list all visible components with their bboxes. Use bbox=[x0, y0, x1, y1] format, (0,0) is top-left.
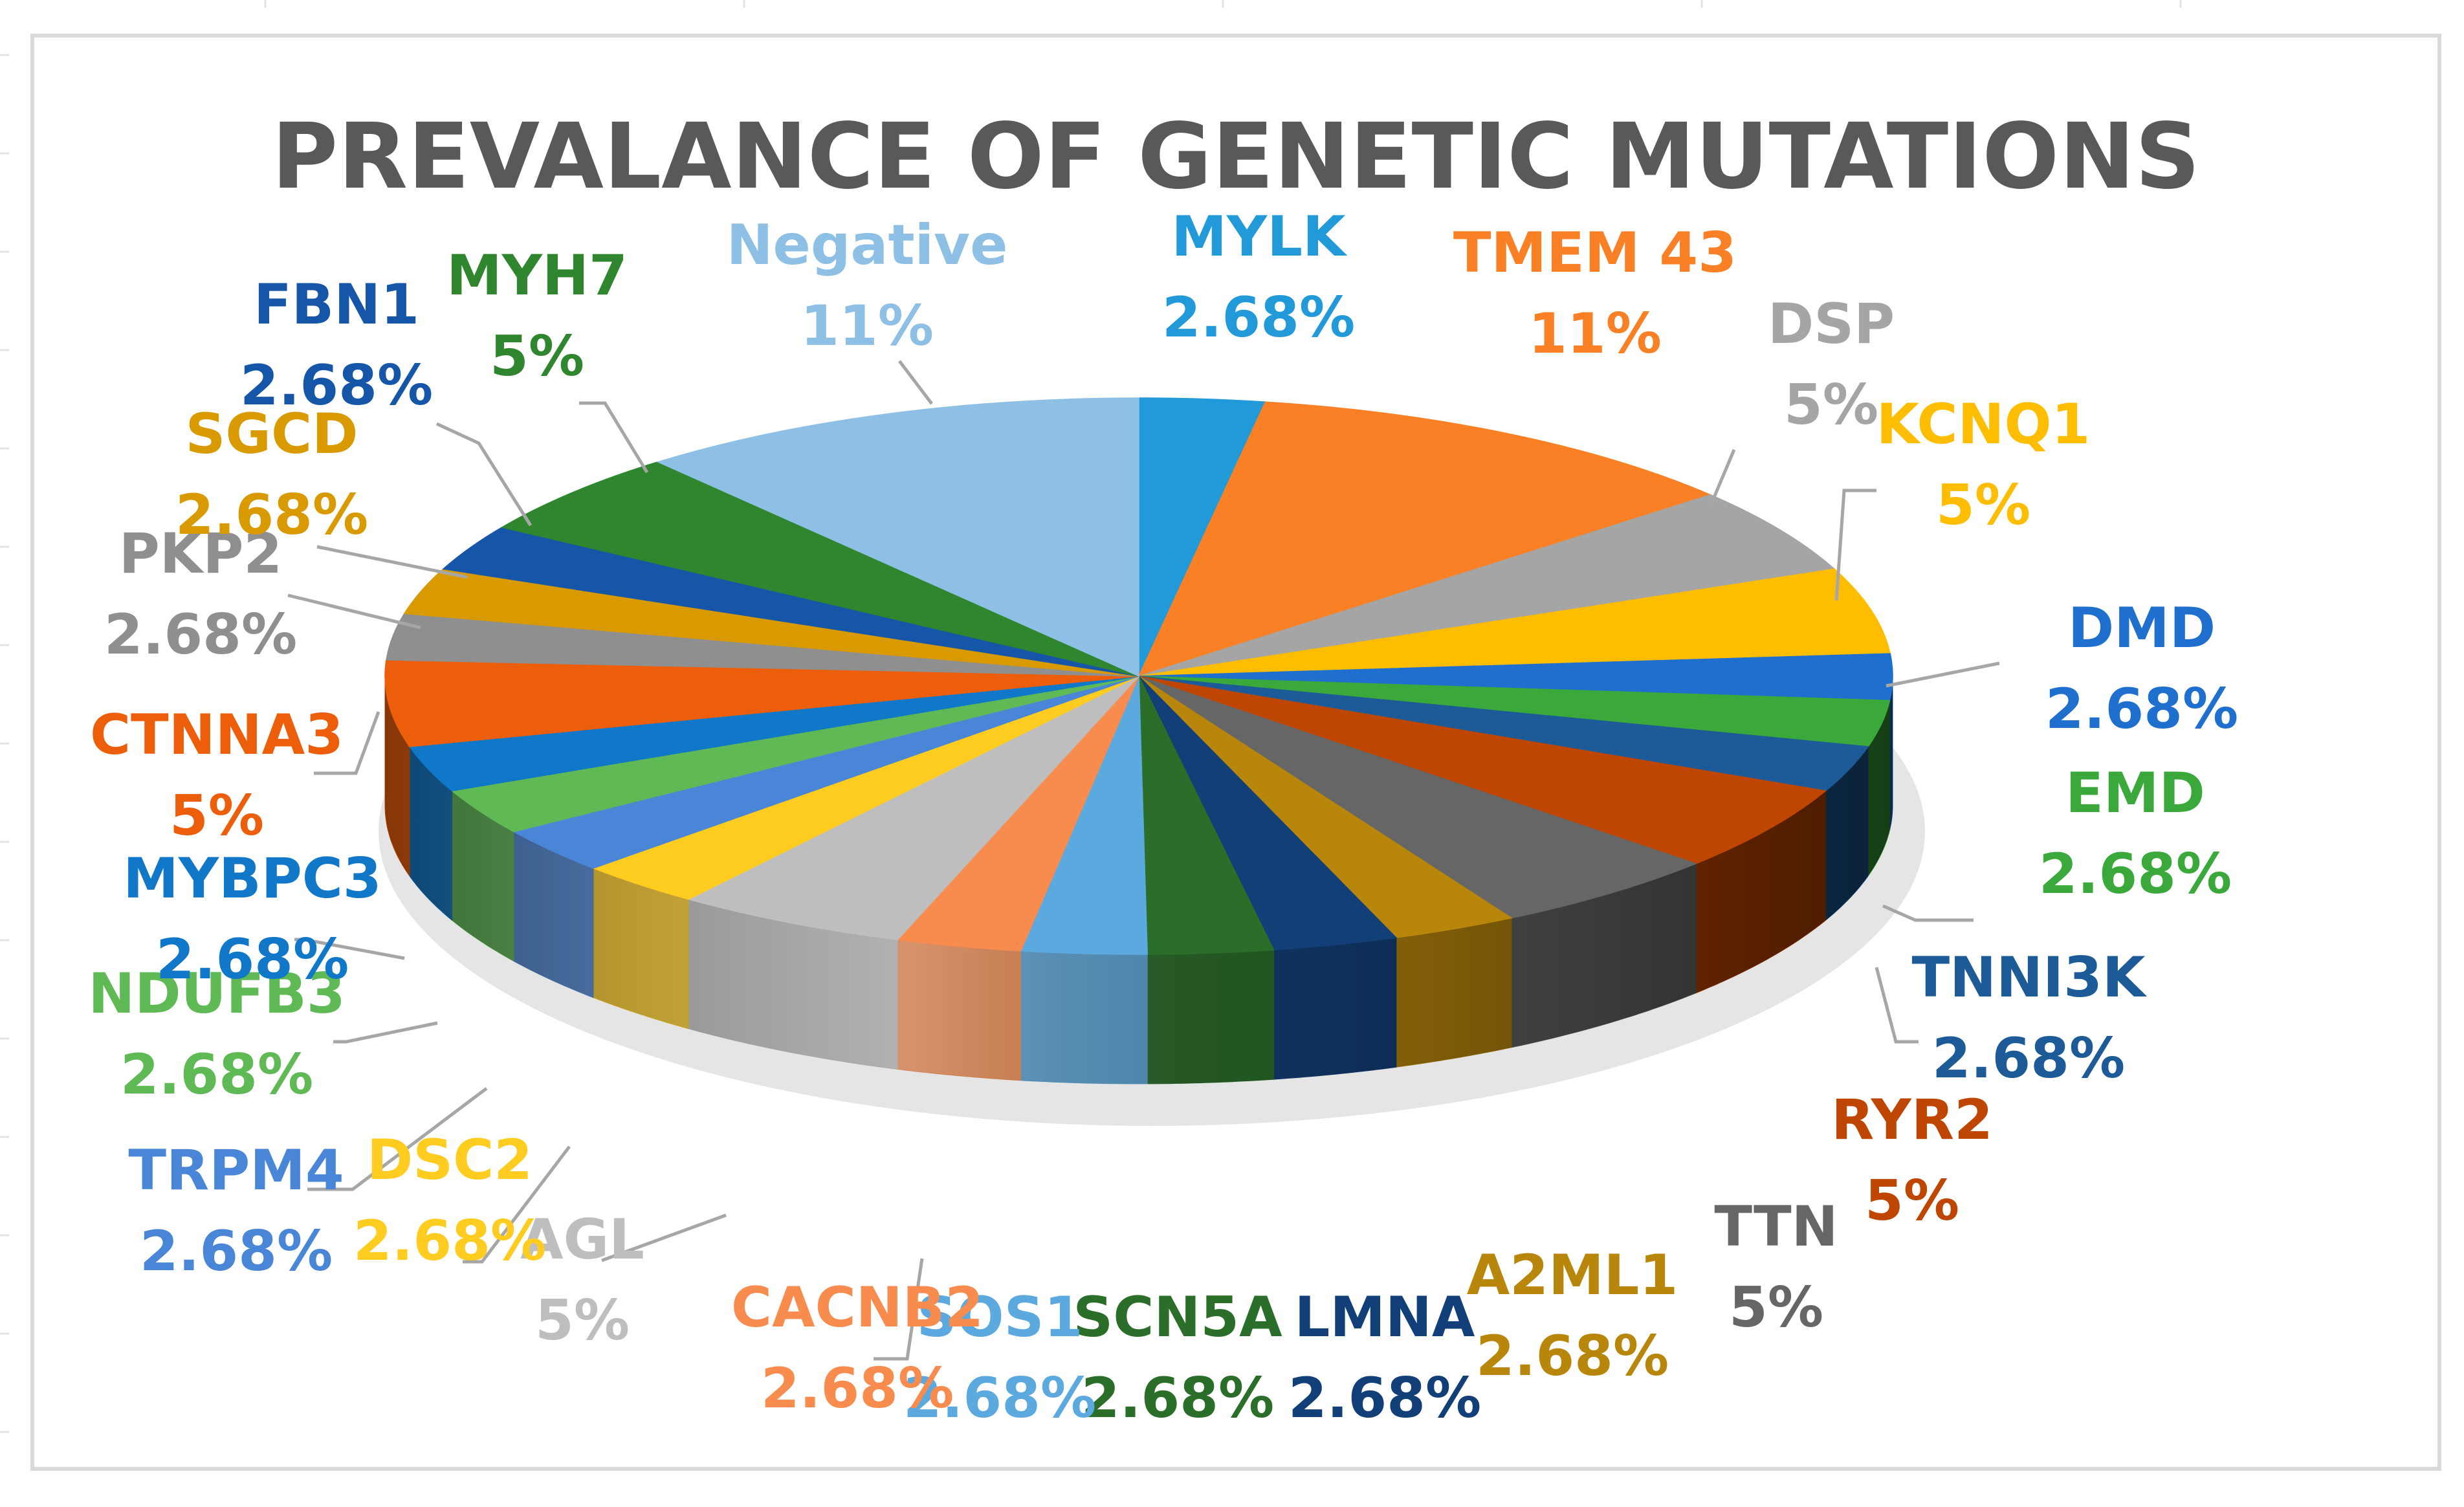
label-name-myh7: MYH7 bbox=[446, 243, 628, 308]
leader-myh7 bbox=[579, 401, 649, 474]
label-value-sos1: 2.68% bbox=[903, 1366, 1096, 1431]
leader-ndufb3 bbox=[333, 1021, 438, 1044]
leader-dsc2 bbox=[463, 1145, 571, 1264]
label-value-tnni3k: 2.68% bbox=[1932, 1026, 2125, 1091]
slice-kcnq1 bbox=[1138, 568, 1891, 677]
leader-pkp2 bbox=[287, 593, 421, 630]
label-name-tnni3k: TNNI3K bbox=[1911, 945, 2147, 1010]
leader-cacnb2 bbox=[874, 1258, 924, 1361]
slice-ctnna3 bbox=[384, 659, 1139, 747]
label-value-mybpc3: 2.68% bbox=[156, 927, 349, 992]
label-value-scn5a: 2.68% bbox=[1081, 1366, 1274, 1431]
label-name-agl: AGL bbox=[520, 1207, 644, 1272]
label-name-pkp2: PKP2 bbox=[119, 522, 283, 586]
label-name-mylk: MYLK bbox=[1171, 204, 1348, 269]
leader-agl bbox=[601, 1213, 727, 1262]
label-value-sgcd: 2.68% bbox=[175, 483, 368, 547]
label-name-negative: Negative bbox=[727, 213, 1008, 278]
pie-side-walls bbox=[384, 676, 1893, 1084]
label-value-trpm4: 2.68% bbox=[140, 1219, 333, 1284]
label-value-emd: 2.68% bbox=[2039, 842, 2232, 907]
leader-lines bbox=[287, 360, 2000, 1361]
label-name-ndufb3: NDUFB3 bbox=[88, 962, 345, 1026]
leader-mybpc3 bbox=[294, 938, 405, 960]
label-value-dsp: 5% bbox=[1784, 373, 1878, 437]
label-name-kcnq1: KCNQ1 bbox=[1876, 392, 2091, 457]
label-value-ryr2: 5% bbox=[1865, 1169, 1959, 1233]
label-name-mybpc3: MYBPC3 bbox=[123, 846, 381, 911]
label-name-dsp: DSP bbox=[1768, 292, 1895, 357]
label-name-dsc2: DSC2 bbox=[367, 1128, 533, 1193]
slice-negative bbox=[656, 397, 1139, 677]
label-name-lmna: LMNA bbox=[1295, 1285, 1475, 1350]
slice-tmem-43 bbox=[1138, 401, 1712, 677]
leader-kcnq1 bbox=[1834, 489, 1876, 601]
label-value-negative: 11% bbox=[800, 294, 934, 358]
label-value-mylk: 2.68% bbox=[1162, 285, 1355, 350]
pie-top-slices bbox=[384, 397, 1893, 955]
label-value-pkp2: 2.68% bbox=[104, 602, 297, 667]
label-value-lmna: 2.68% bbox=[1288, 1366, 1481, 1431]
label-value-cacnb2: 2.68% bbox=[761, 1356, 954, 1421]
label-value-ttn: 5% bbox=[1729, 1275, 1823, 1340]
slice-dsp bbox=[1138, 494, 1836, 677]
label-name-ctnna3: CTNNA3 bbox=[90, 703, 344, 767]
slice-ryr2 bbox=[1138, 676, 1827, 864]
label-name-ttn: TTN bbox=[1714, 1194, 1838, 1259]
label-name-trpm4: TRPM4 bbox=[128, 1138, 344, 1203]
label-value-ndufb3: 2.68% bbox=[120, 1042, 313, 1107]
leader-negative bbox=[898, 360, 933, 405]
label-name-ryr2: RYR2 bbox=[1831, 1088, 1993, 1152]
label-value-kcnq1: 5% bbox=[1936, 473, 2030, 538]
label-value-myh7: 5% bbox=[490, 324, 584, 389]
label-value-dsc2: 2.68% bbox=[353, 1209, 546, 1273]
label-value-agl: 5% bbox=[535, 1288, 630, 1353]
label-value-tmem-43: 11% bbox=[1528, 302, 1662, 366]
label-value-fbn1: 2.68% bbox=[240, 353, 433, 418]
background-gridlines bbox=[0, 0, 2182, 1433]
leader-fbn1 bbox=[435, 422, 533, 527]
label-name-scn5a: SCN5A bbox=[1073, 1285, 1282, 1350]
label-name-sgcd: SGCD bbox=[185, 402, 358, 467]
label-name-cacnb2: CACNB2 bbox=[731, 1275, 984, 1340]
slice-myh7 bbox=[500, 461, 1139, 677]
leader-dsp bbox=[1710, 449, 1736, 504]
leader-tnni3k bbox=[1875, 967, 1919, 1044]
label-value-ctnna3: 5% bbox=[170, 784, 264, 848]
leader-sgcd bbox=[316, 545, 468, 579]
chart-title: PREVALANCE OF GENETIC MUTATIONS bbox=[272, 104, 2201, 210]
leader-dmd bbox=[1886, 661, 2000, 688]
leader-emd bbox=[1882, 904, 1974, 922]
label-name-emd: EMD bbox=[2065, 761, 2205, 826]
slice-agl bbox=[687, 676, 1139, 941]
label-value-a2ml1: 2.68% bbox=[1476, 1324, 1669, 1389]
label-value-dmd: 2.68% bbox=[2045, 677, 2238, 742]
slice-ttn bbox=[1138, 676, 1698, 919]
label-name-dmd: DMD bbox=[2068, 596, 2216, 661]
label-name-sos1: SOS1 bbox=[917, 1285, 1083, 1350]
side-shading bbox=[385, 676, 1893, 1084]
leader-trpm4 bbox=[307, 1087, 488, 1191]
leader-ctnna3 bbox=[314, 711, 380, 775]
label-name-a2ml1: A2ML1 bbox=[1467, 1243, 1678, 1308]
label-name-fbn1: FBN1 bbox=[254, 272, 419, 337]
label-name-tmem-43: TMEM 43 bbox=[1453, 221, 1737, 285]
